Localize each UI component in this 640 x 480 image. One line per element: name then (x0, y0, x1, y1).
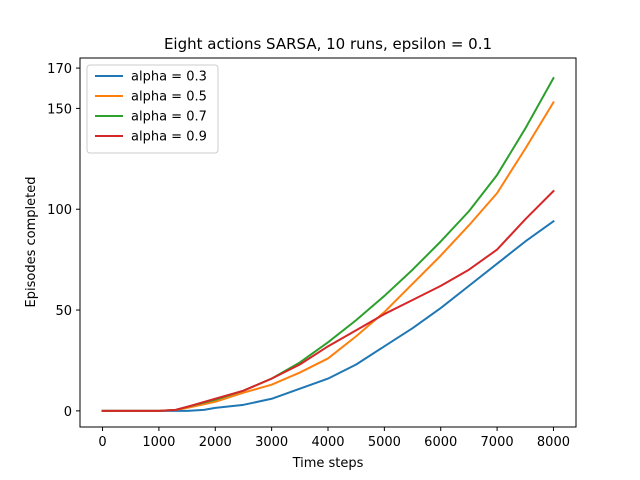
legend-label-0: alpha = 0.3 (131, 70, 207, 85)
legend-label-3: alpha = 0.9 (131, 130, 207, 145)
y-tick-label: 150 (47, 102, 72, 117)
y-tick-label: 50 (55, 304, 72, 319)
series-line-3 (101, 189, 555, 412)
x-tick-label: 4000 (311, 435, 344, 450)
legend-label-1: alpha = 0.5 (131, 90, 207, 105)
y-axis: 0 50 100 150 170 (47, 62, 80, 420)
y-tick-label: 0 (64, 405, 72, 420)
legend-box (86, 64, 219, 154)
y-axis-label: Episodes completed (24, 177, 39, 308)
x-axis-label: Time steps (292, 456, 364, 471)
x-tick-label: 8000 (537, 435, 570, 450)
y-tick-label: 100 (47, 203, 72, 218)
series-line-0 (101, 219, 555, 412)
x-tick-label: 1000 (142, 435, 175, 450)
legend: alpha = 0.3 alpha = 0.5 alpha = 0.7 alpha =… (86, 64, 219, 154)
x-tick-label: 3000 (255, 435, 288, 450)
series-layer (101, 76, 555, 412)
x-tick-label: 7000 (481, 435, 514, 450)
y-tick-label: 170 (47, 62, 72, 77)
legend-label-2: alpha = 0.7 (131, 110, 207, 125)
x-tick-label: 0 (98, 435, 106, 450)
x-tick-label: 6000 (424, 435, 457, 450)
x-tick-label: 2000 (199, 435, 232, 450)
x-axis: 0 1000 2000 3000 4000 5000 6000 7000 8000 (98, 427, 570, 450)
chart-title: Eight actions SARSA, 10 runs, epsilon = … (164, 35, 492, 53)
x-tick-label: 5000 (368, 435, 401, 450)
